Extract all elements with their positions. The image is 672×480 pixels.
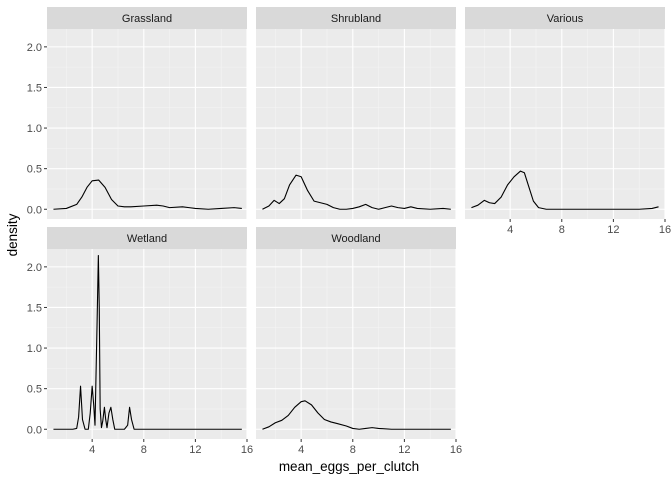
density-line-woodland — [262, 400, 451, 430]
x-tick-label: 16 — [450, 444, 462, 456]
facet-strip — [47, 227, 247, 249]
y-tick-label: 1.0 — [27, 123, 42, 135]
density-line-grassland — [53, 179, 242, 210]
density-line-wetland — [53, 254, 242, 430]
facet-strip-label: Shrubland — [331, 13, 381, 25]
panel-background — [465, 29, 665, 219]
x-tick-label: 16 — [241, 444, 253, 456]
facet-strip-label: Grassland — [122, 13, 172, 25]
facet-wetland: Wetland 0.0 0.5 1.0 1.5 2.0 4 8 12 16 — [27, 227, 253, 456]
facet-strip — [256, 227, 456, 249]
y-tick-label: 1.5 — [27, 82, 42, 94]
facet-shrubland: Shrubland — [256, 7, 457, 219]
y-tick-label: 0.0 — [27, 204, 42, 216]
x-tick-label: 8 — [559, 224, 565, 236]
y-tick-label: 2.0 — [27, 262, 42, 274]
facet-strip-label: Various — [547, 13, 584, 25]
x-tick-label: 16 — [659, 224, 671, 236]
facet-strip — [465, 7, 665, 29]
panel-background — [47, 249, 247, 439]
x-tick-label: 4 — [507, 224, 513, 236]
x-axis-title: mean_eggs_per_clutch — [279, 459, 419, 474]
panel-background — [256, 29, 456, 219]
facet-strip — [256, 7, 456, 29]
x-tick-label: 8 — [350, 444, 356, 456]
density-line-shrubland — [262, 174, 451, 210]
y-tick-label: 0.5 — [27, 164, 42, 176]
x-tick-label: 8 — [141, 444, 147, 456]
y-tick-label: 2.0 — [27, 42, 42, 54]
facet-strip — [47, 7, 247, 29]
facet-panels: Grassland 0.0 0.5 1.0 1.5 2.0 Shrubland Various… — [27, 7, 671, 456]
facet-various: Various 4 8 12 16 — [465, 7, 671, 236]
y-tick-label: 0.0 — [27, 424, 42, 436]
x-tick-label: 4 — [298, 444, 304, 456]
facet-grassland: Grassland 0.0 0.5 1.0 1.5 2.0 — [27, 7, 248, 219]
facet-strip-label: Wetland — [127, 233, 167, 245]
x-tick-label: 12 — [607, 224, 619, 236]
facet-woodland: Woodland 4 8 12 16 — [256, 227, 462, 456]
x-tick-label: 12 — [189, 444, 201, 456]
y-tick-label: 1.0 — [27, 343, 42, 355]
y-tick-label: 1.5 — [27, 302, 42, 314]
y-tick-label: 0.5 — [27, 384, 42, 396]
panel-background — [47, 29, 247, 219]
panel-background — [256, 249, 456, 439]
facet-strip-label: Woodland — [331, 233, 380, 245]
density-line-various — [471, 170, 659, 210]
x-tick-label: 12 — [398, 444, 410, 456]
x-tick-label: 4 — [89, 444, 95, 456]
y-axis-title: density — [5, 213, 20, 256]
